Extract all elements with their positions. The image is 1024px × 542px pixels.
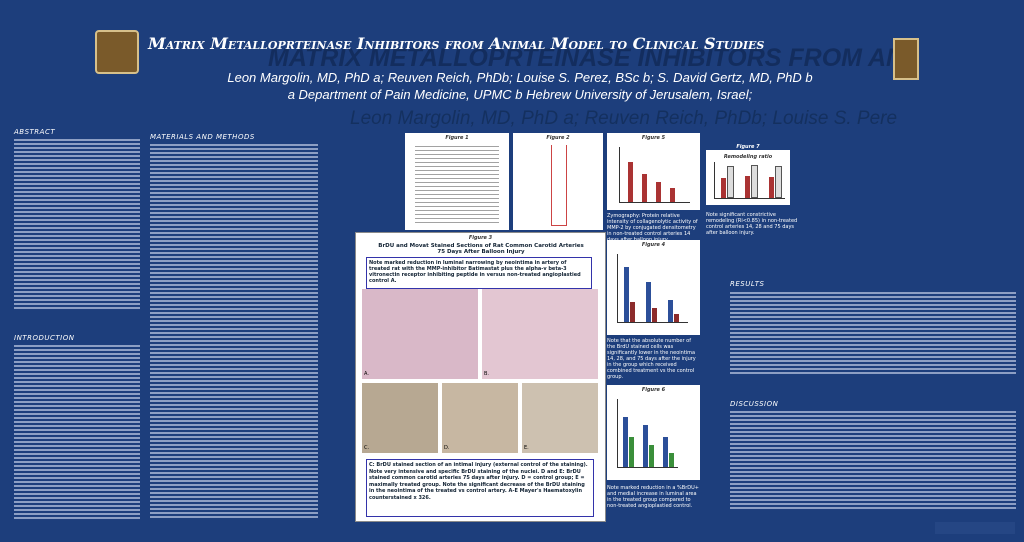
section-heading: ABSTRACT xyxy=(14,128,56,136)
figure-label: Figure 5 xyxy=(641,135,666,141)
section-heading: RESULTS xyxy=(730,280,765,288)
abstract-text xyxy=(14,138,140,310)
artery-diagram xyxy=(551,145,567,226)
flowchart xyxy=(415,145,499,223)
figure-label: Figure 7 xyxy=(736,144,760,150)
figure-subtitle: Remodeling ratio xyxy=(723,154,773,160)
image: E. xyxy=(522,383,598,453)
section-heading: INTRODUCTION xyxy=(14,334,75,342)
bar xyxy=(629,437,634,467)
figure: Figure 5 xyxy=(607,133,700,210)
figure-caption: Note that the absolute number of the Brd… xyxy=(607,338,696,380)
figure: Figure 4 xyxy=(607,240,700,335)
bar xyxy=(775,166,782,198)
bar xyxy=(663,437,668,467)
results-text xyxy=(730,291,1016,375)
figure-note: Note marked reduction in luminal narrowi… xyxy=(366,257,592,289)
discussion-text xyxy=(730,410,1016,510)
figure-caption: Zymography: Protein relative intensity o… xyxy=(607,213,698,243)
bar xyxy=(670,188,675,202)
panel-label: B. xyxy=(484,371,490,377)
bar xyxy=(643,425,648,467)
bar xyxy=(721,178,726,198)
ghost-title: Matrix Metalloprteinase Inhibitors from … xyxy=(268,44,905,72)
bar xyxy=(669,453,674,467)
figure-label: Figure 2 xyxy=(546,135,570,141)
figure: Figure 1 xyxy=(405,133,509,230)
figure-label: Figure 1 xyxy=(445,135,469,141)
panel-label: A. xyxy=(364,371,369,377)
image: A. xyxy=(362,289,478,379)
image: B. xyxy=(482,289,598,379)
bar xyxy=(642,174,647,202)
figure: Figure 3 BrDU and Movat Stained Sections… xyxy=(355,232,606,522)
chart-area xyxy=(714,162,785,199)
right-logo xyxy=(893,38,919,80)
figure: Figure 2 xyxy=(513,133,603,230)
bar xyxy=(628,162,633,202)
bar xyxy=(624,267,629,322)
panel-label: E. xyxy=(524,445,529,451)
bar xyxy=(652,308,657,322)
bar xyxy=(769,177,774,198)
bar xyxy=(649,445,654,467)
section-heading: MATERIALS AND METHODS xyxy=(150,133,255,141)
figure-caption: C: BrDU stained section of an intimal in… xyxy=(366,459,594,517)
figure: Figure 7 Remodeling ratio xyxy=(706,144,790,205)
figure-label: Figure 6 xyxy=(641,387,666,393)
figure-label: Figure 4 xyxy=(641,242,666,248)
chart-area xyxy=(617,254,688,323)
intro-text xyxy=(14,344,140,520)
methods-text xyxy=(150,143,318,520)
figure-label: Figure 3 xyxy=(468,235,493,241)
figure: Figure 6 xyxy=(607,385,700,480)
image: C. xyxy=(362,383,438,453)
section-heading: DISCUSSION xyxy=(730,400,779,408)
authors: Leon Margolin, MD, PhD a; Reuven Reich, … xyxy=(227,70,813,85)
bar xyxy=(751,165,758,198)
left-logo xyxy=(95,30,139,74)
bar xyxy=(727,166,734,198)
bar xyxy=(668,300,673,322)
bar xyxy=(656,182,661,202)
bar xyxy=(623,417,628,467)
figure-caption: Note marked reduction in a %BrDU+ and me… xyxy=(607,485,699,509)
figure-caption: Note significant constrictive remodeling… xyxy=(706,212,798,236)
figure-title: BrDU and Movat Stained Sections of Rat C… xyxy=(378,243,584,255)
bar xyxy=(745,176,750,198)
image: D. xyxy=(442,383,518,453)
bar xyxy=(646,282,651,322)
chart-area xyxy=(619,147,690,203)
bar xyxy=(630,302,635,322)
panel-label: D. xyxy=(444,445,450,451)
ghost-authors: Leon Margolin, MD, PhD a; Reuven Reich, … xyxy=(350,108,898,129)
footer-logo xyxy=(935,522,1015,534)
title: Matrix Metalloprteinase Inhibitors from … xyxy=(148,34,765,53)
bar xyxy=(674,314,679,322)
panel-label: C. xyxy=(364,445,370,451)
chart-area xyxy=(617,399,678,468)
affiliation: a Department of Pain Medicine, UPMC b He… xyxy=(287,87,753,102)
